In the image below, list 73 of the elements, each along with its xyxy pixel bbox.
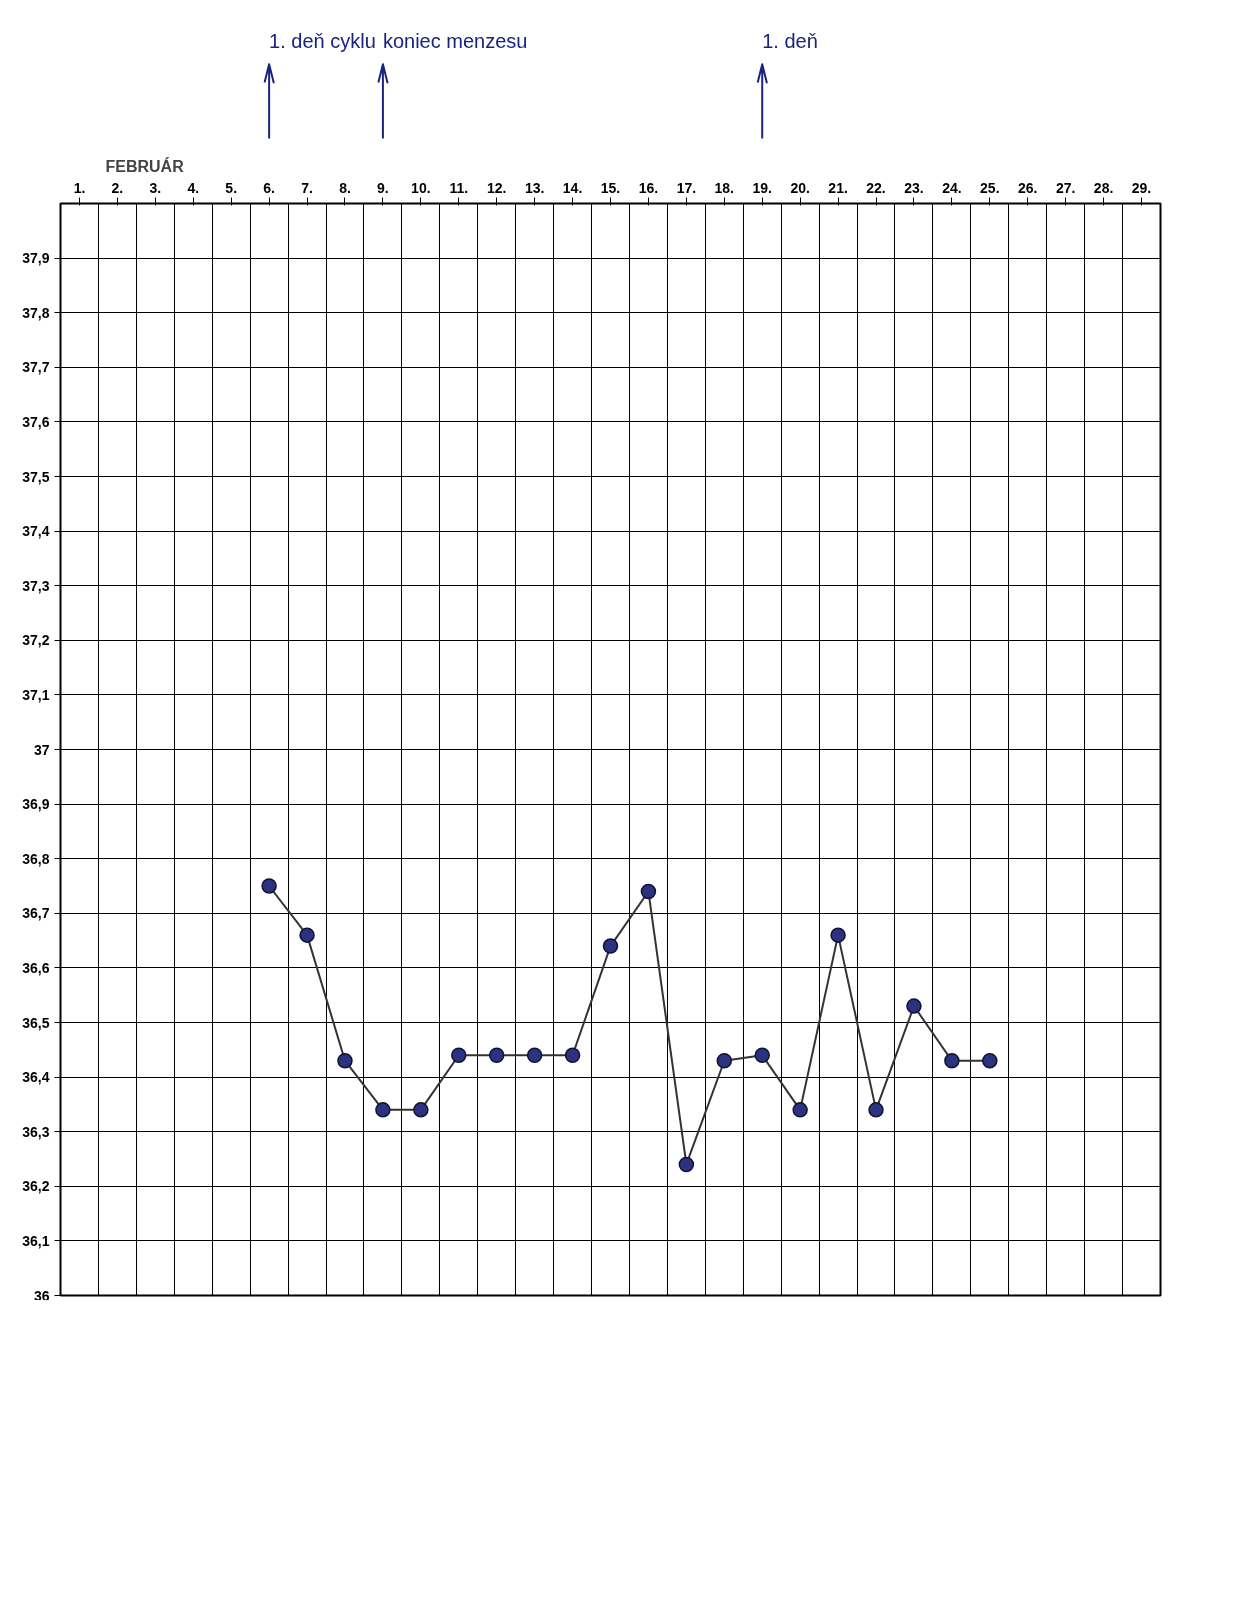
x-tick-label: 17. (676, 179, 697, 196)
y-tick-label: 36,4 (22, 1069, 50, 1086)
y-tick-label: 36,8 (22, 850, 50, 867)
ref-line-label: 1. deň cyklu (269, 29, 376, 52)
x-tick-label: 18. (714, 179, 735, 196)
x-tick-label: 15. (600, 179, 621, 196)
x-tick-label: 29. (1131, 179, 1152, 196)
y-tick-label: 37,8 (22, 304, 50, 321)
y-tick-label: 36,6 (22, 959, 50, 976)
x-tick-label: 4. (187, 179, 200, 196)
point (906, 998, 922, 1014)
point (754, 1047, 770, 1063)
y-tick-label: 37,3 (22, 577, 50, 594)
x-tick-label: 21. (828, 179, 848, 196)
x-tick-label: 22. (866, 179, 886, 196)
y-tick-label: 37 (33, 741, 50, 758)
point (792, 1102, 808, 1118)
y-tick-label: 37,1 (22, 686, 50, 703)
x-tick-label: 28. (1093, 179, 1114, 196)
point (678, 1156, 695, 1173)
y-tick-label: 37,4 (22, 523, 50, 540)
point (830, 927, 846, 943)
x-tick-label: 20. (790, 179, 810, 196)
x-tick-label: 25. (980, 179, 1000, 196)
x-tick-label: 7. (301, 179, 313, 196)
x-tick-label: 10. (411, 179, 431, 196)
point (868, 1102, 884, 1118)
x-tick-label: 5. (225, 179, 238, 196)
y-tick-label: 37,6 (22, 413, 50, 430)
y-tick-label: 37,7 (22, 359, 50, 376)
y-tick-label: 36,9 (22, 796, 50, 813)
ref-line-label: 1. deň (762, 29, 818, 52)
y-tick-label: 36,5 (22, 1014, 50, 1031)
y-tick-label: 36,7 (22, 905, 50, 922)
point (413, 1102, 429, 1118)
x-tick-label: 24. (942, 179, 962, 196)
x-tick-label: 11. (449, 179, 469, 196)
x-tick-label: 19. (752, 179, 772, 196)
point (451, 1047, 467, 1063)
y-tick-label: 37,5 (22, 468, 50, 485)
ref-line-label: koniec menzesu (382, 29, 528, 52)
y-tick-label: 36,3 (22, 1123, 50, 1140)
point (261, 878, 277, 894)
x-tick-label: 2. (111, 179, 124, 196)
chart-title: FEBRUÁR (105, 156, 185, 175)
point (375, 1102, 391, 1118)
y-tick-label: 36,2 (22, 1178, 50, 1195)
x-tick-label: 16. (638, 179, 659, 196)
y-tick-label: 37,9 (22, 250, 50, 267)
x-tick-label: 9. (377, 179, 389, 196)
y-tick-label: 36 (33, 1287, 50, 1304)
x-tick-label: 23. (904, 179, 924, 196)
point (716, 1052, 733, 1069)
point (564, 1047, 581, 1063)
point (602, 938, 619, 954)
x-tick-label: 8. (339, 179, 351, 196)
x-tick-label: 13. (524, 179, 545, 196)
x-tick-label: 3. (149, 179, 162, 196)
point (982, 1052, 998, 1069)
x-tick-label: 26. (1018, 179, 1038, 196)
point (640, 883, 657, 900)
x-tick-label: 14. (562, 179, 583, 196)
x-tick-label: 12. (486, 179, 507, 196)
y-tick-label: 36,1 (22, 1232, 50, 1249)
point (337, 1052, 353, 1069)
x-tick-label: 6. (263, 179, 275, 196)
y-tick-label: 37,2 (22, 632, 50, 649)
x-tick-label: 1. (73, 179, 86, 196)
point (526, 1047, 543, 1063)
x-tick-label: 27. (1055, 179, 1076, 196)
point (299, 927, 315, 943)
point (944, 1052, 960, 1069)
point (488, 1047, 505, 1063)
